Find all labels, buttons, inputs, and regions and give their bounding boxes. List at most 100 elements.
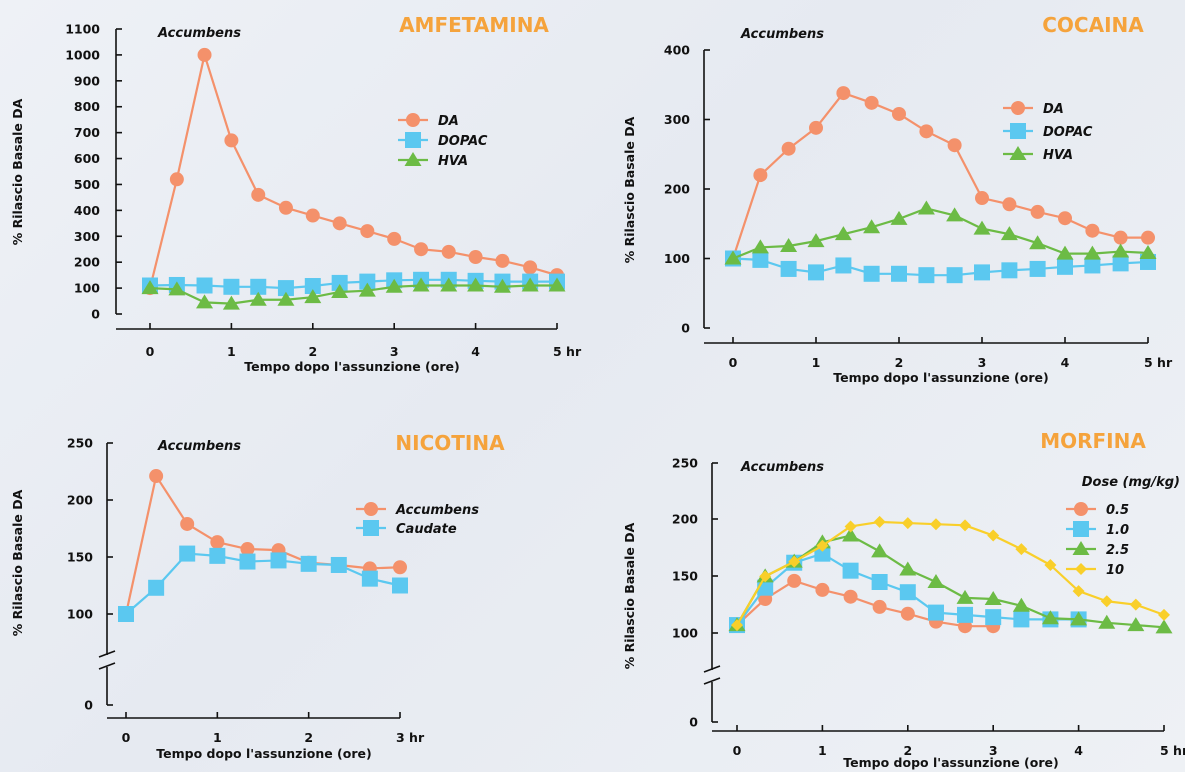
y-axis-title: % Rilascio Basale DA: [10, 98, 25, 245]
data-point: [1041, 610, 1059, 625]
region-label: Accumbens: [157, 439, 241, 454]
data-point: [277, 291, 295, 306]
data-point: [331, 283, 349, 298]
data-point: [808, 264, 824, 281]
data-point: [305, 208, 320, 223]
data-point: [118, 606, 134, 622]
x-tick-label: 2: [903, 743, 912, 758]
data-point: [842, 527, 860, 542]
legend-swatch-marker: [1073, 521, 1089, 537]
legend-entry: Caudate: [396, 522, 457, 537]
legend: DA DOPAC HVA: [1003, 101, 1093, 163]
y-tick-label: 100: [67, 607, 93, 622]
data-point: [240, 542, 255, 557]
x-tick-label: 3: [978, 355, 987, 370]
chart-panel: 0 100 150 200 250 0 1 2 3 4 5 hr Tempo dopo l'assun…: [622, 429, 1185, 770]
x-tick-label: 4: [1074, 743, 1083, 758]
data-point: [863, 265, 880, 282]
chart-title: NICOTINA: [395, 431, 505, 455]
legend-swatch-marker: [1009, 146, 1027, 160]
data-point: [787, 573, 802, 588]
data-point: [1098, 614, 1116, 629]
data-point: [1155, 619, 1173, 634]
data-point: [224, 133, 239, 148]
y-tick-label: 400: [74, 203, 100, 218]
data-point: [1139, 244, 1157, 259]
data-point: [871, 543, 889, 558]
data-point: [899, 584, 916, 601]
data-point: [872, 599, 887, 614]
x-tick-label: 3: [989, 743, 998, 758]
series-line: [149, 284, 557, 305]
data-point: [239, 553, 256, 570]
data-point: [788, 555, 801, 568]
data-point: [751, 239, 769, 254]
data-point: [1058, 211, 1072, 226]
y-tick-label: 100: [74, 281, 100, 296]
data-series: [730, 573, 1001, 634]
chart-title: MORFINA: [1040, 429, 1146, 453]
data-point: [975, 191, 989, 206]
y-tick-label: 700: [74, 125, 100, 140]
y-tick-label: 400: [664, 43, 690, 58]
x-tick-label: 1: [812, 355, 821, 370]
y-tick-label: 0: [681, 321, 690, 336]
x-tick-label: 0: [729, 355, 738, 370]
data-point: [359, 273, 376, 290]
legend-swatch-marker: [404, 152, 422, 166]
data-point: [209, 547, 226, 564]
x-tick-label: 4: [1061, 355, 1070, 370]
x-tick-label: 4: [471, 344, 480, 359]
x-axis-title: Tempo dopo l'assunzione (ore): [156, 746, 371, 761]
data-point: [901, 517, 914, 530]
x-tick-label: 5 hr: [1160, 743, 1185, 758]
y-axis-title: % Rilascio Basale DA: [10, 489, 25, 636]
y-tick-label: 250: [672, 456, 698, 471]
data-point: [919, 124, 934, 139]
data-point: [1127, 617, 1145, 632]
data-point: [1030, 204, 1045, 219]
data-point: [864, 95, 879, 110]
y-tick-label: 500: [74, 177, 100, 192]
series-line: [736, 579, 994, 628]
series-line: [732, 257, 1149, 277]
data-point: [1085, 223, 1100, 238]
region-label: Accumbens: [740, 27, 824, 42]
data-point: [809, 120, 823, 135]
axis-break-mark: [98, 650, 116, 658]
legend-entry: DOPAC: [1043, 125, 1093, 140]
x-tick-label: 3: [390, 344, 399, 359]
x-axis-title: Tempo dopo l'assunzione (ore): [244, 359, 459, 374]
data-point: [1070, 611, 1088, 626]
data-point: [985, 609, 1002, 626]
data-point: [523, 260, 538, 275]
y-tick-label: 300: [664, 112, 690, 127]
region-label: Accumbens: [157, 26, 241, 41]
data-point: [361, 570, 378, 587]
legend-swatch-marker: [1010, 123, 1026, 139]
data-series: [118, 545, 408, 622]
data-point: [1084, 257, 1101, 274]
data-point: [180, 516, 195, 531]
data-point: [392, 577, 408, 594]
data-point: [1002, 197, 1017, 212]
data-point: [984, 591, 1002, 605]
data-point: [1129, 598, 1142, 611]
data-point: [753, 168, 768, 183]
legend: Accumbens Caudate: [356, 502, 479, 537]
series-line: [124, 474, 401, 615]
data-point: [781, 141, 796, 156]
y-tick-label: 800: [74, 99, 100, 114]
data-point: [842, 562, 859, 579]
data-point: [196, 294, 214, 309]
data-series: [725, 250, 1156, 284]
data-point: [1057, 258, 1073, 275]
chart-panel: 0 100 200 300 400 500 600 700 800 900 1000 1100 0 1 2 3…: [10, 13, 582, 374]
data-point: [956, 589, 974, 604]
data-point: [1112, 255, 1129, 272]
region-label: Accumbens: [740, 460, 824, 475]
y-axis-title: % Rilascio Basale DA: [622, 522, 637, 669]
data-point: [332, 216, 347, 231]
data-point: [891, 265, 907, 282]
data-point: [548, 277, 566, 292]
